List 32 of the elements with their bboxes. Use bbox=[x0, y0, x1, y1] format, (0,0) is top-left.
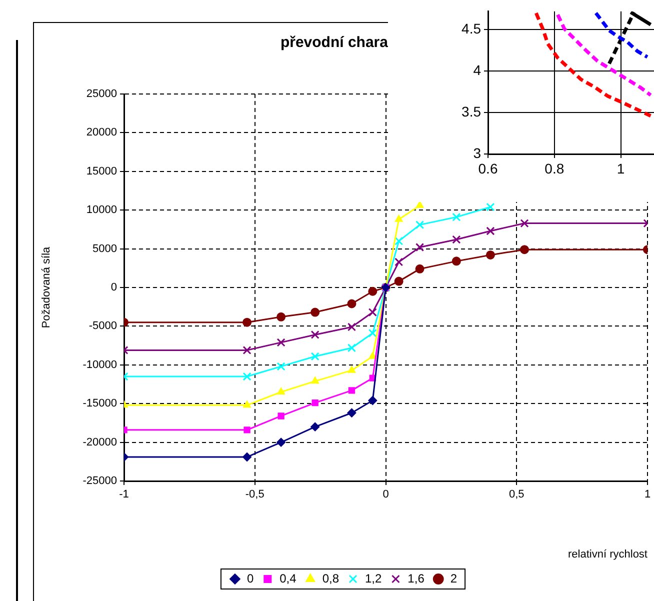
y-tick-label: 5000 bbox=[92, 242, 117, 255]
y-tick-label: -20000 bbox=[82, 436, 117, 448]
y-tick-label: -10000 bbox=[82, 358, 117, 371]
x-tick-label: -0,5 bbox=[245, 488, 264, 501]
x-tick-label: 1 bbox=[616, 160, 625, 176]
x-tick-label: 0,5 bbox=[508, 488, 524, 501]
y-tick-label: -5000 bbox=[88, 320, 117, 332]
y-tick-label: 20000 bbox=[86, 126, 117, 139]
x-axis-title: relativní rychlost bbox=[568, 548, 648, 560]
x-tick-label: 0.6 bbox=[478, 160, 498, 176]
y-tick-label: 10000 bbox=[86, 204, 117, 216]
y-tick-label: 4 bbox=[473, 62, 482, 78]
legend-label: 0,4 bbox=[280, 571, 297, 586]
legend-label: 2 bbox=[450, 571, 458, 586]
x-tick-label: 0.8 bbox=[544, 160, 564, 176]
legend-label: 1,2 bbox=[365, 571, 382, 586]
y-tick-label: 3 bbox=[473, 144, 482, 161]
y-tick-label: 15000 bbox=[86, 165, 117, 178]
legend-label: 1,6 bbox=[408, 571, 425, 586]
chart-title: převodní chara bbox=[280, 34, 388, 51]
y-tick-label: -25000 bbox=[82, 475, 117, 488]
legend-label: 0 bbox=[246, 571, 254, 586]
y-tick-label: 25000 bbox=[86, 88, 117, 100]
y-tick-label: 3.5 bbox=[462, 103, 482, 120]
x-tick-label: 0 bbox=[382, 488, 389, 501]
y-axis-title: Požadovaná síla bbox=[40, 246, 53, 328]
y-tick-label: -15000 bbox=[82, 398, 117, 410]
y-tick-label: 0 bbox=[110, 282, 117, 294]
x-tick-label: 1 bbox=[644, 488, 651, 501]
y-tick-label: 4.5 bbox=[462, 20, 482, 36]
x-tick-label: -1 bbox=[119, 488, 129, 501]
legend-label: 0,8 bbox=[322, 571, 340, 586]
